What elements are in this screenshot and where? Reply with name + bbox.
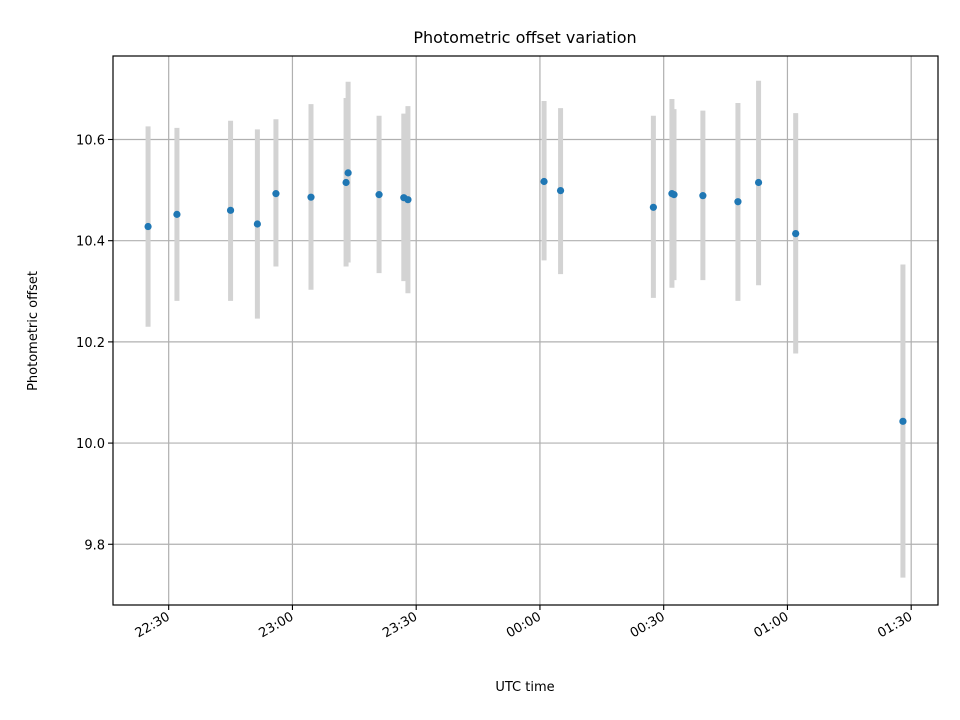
y-tick-label: 10.6	[76, 133, 105, 148]
y-tick-label: 9.8	[84, 538, 105, 553]
data-point	[375, 191, 383, 199]
data-point	[404, 196, 412, 204]
data-point	[649, 203, 657, 211]
data-point	[344, 169, 352, 177]
grid	[113, 56, 938, 605]
data-point	[226, 206, 235, 214]
data-point	[173, 210, 181, 218]
data-points	[144, 169, 907, 425]
y-tick-label: 10.2	[76, 336, 105, 351]
chart-title: Photometric offset variation	[413, 28, 636, 47]
x-axis-label: UTC time	[495, 680, 554, 695]
data-point	[670, 191, 678, 199]
data-point	[272, 190, 280, 198]
data-point	[699, 192, 707, 200]
plot-frame	[112, 55, 939, 606]
data-point	[792, 230, 800, 238]
y-tick-label: 10.0	[76, 437, 105, 452]
data-point	[899, 417, 907, 425]
data-point	[734, 198, 742, 206]
y-axis-label: Photometric offset	[26, 271, 41, 391]
y-axis-ticks: 9.8 10.0 10.2 10.4 10.6	[76, 133, 113, 553]
data-point	[754, 178, 763, 187]
data-point	[144, 222, 152, 231]
data-point	[540, 177, 548, 186]
data-point	[556, 186, 565, 195]
y-tick-label: 10.4	[76, 235, 105, 250]
data-point	[342, 178, 350, 187]
data-point	[253, 220, 261, 228]
data-point	[307, 193, 315, 201]
